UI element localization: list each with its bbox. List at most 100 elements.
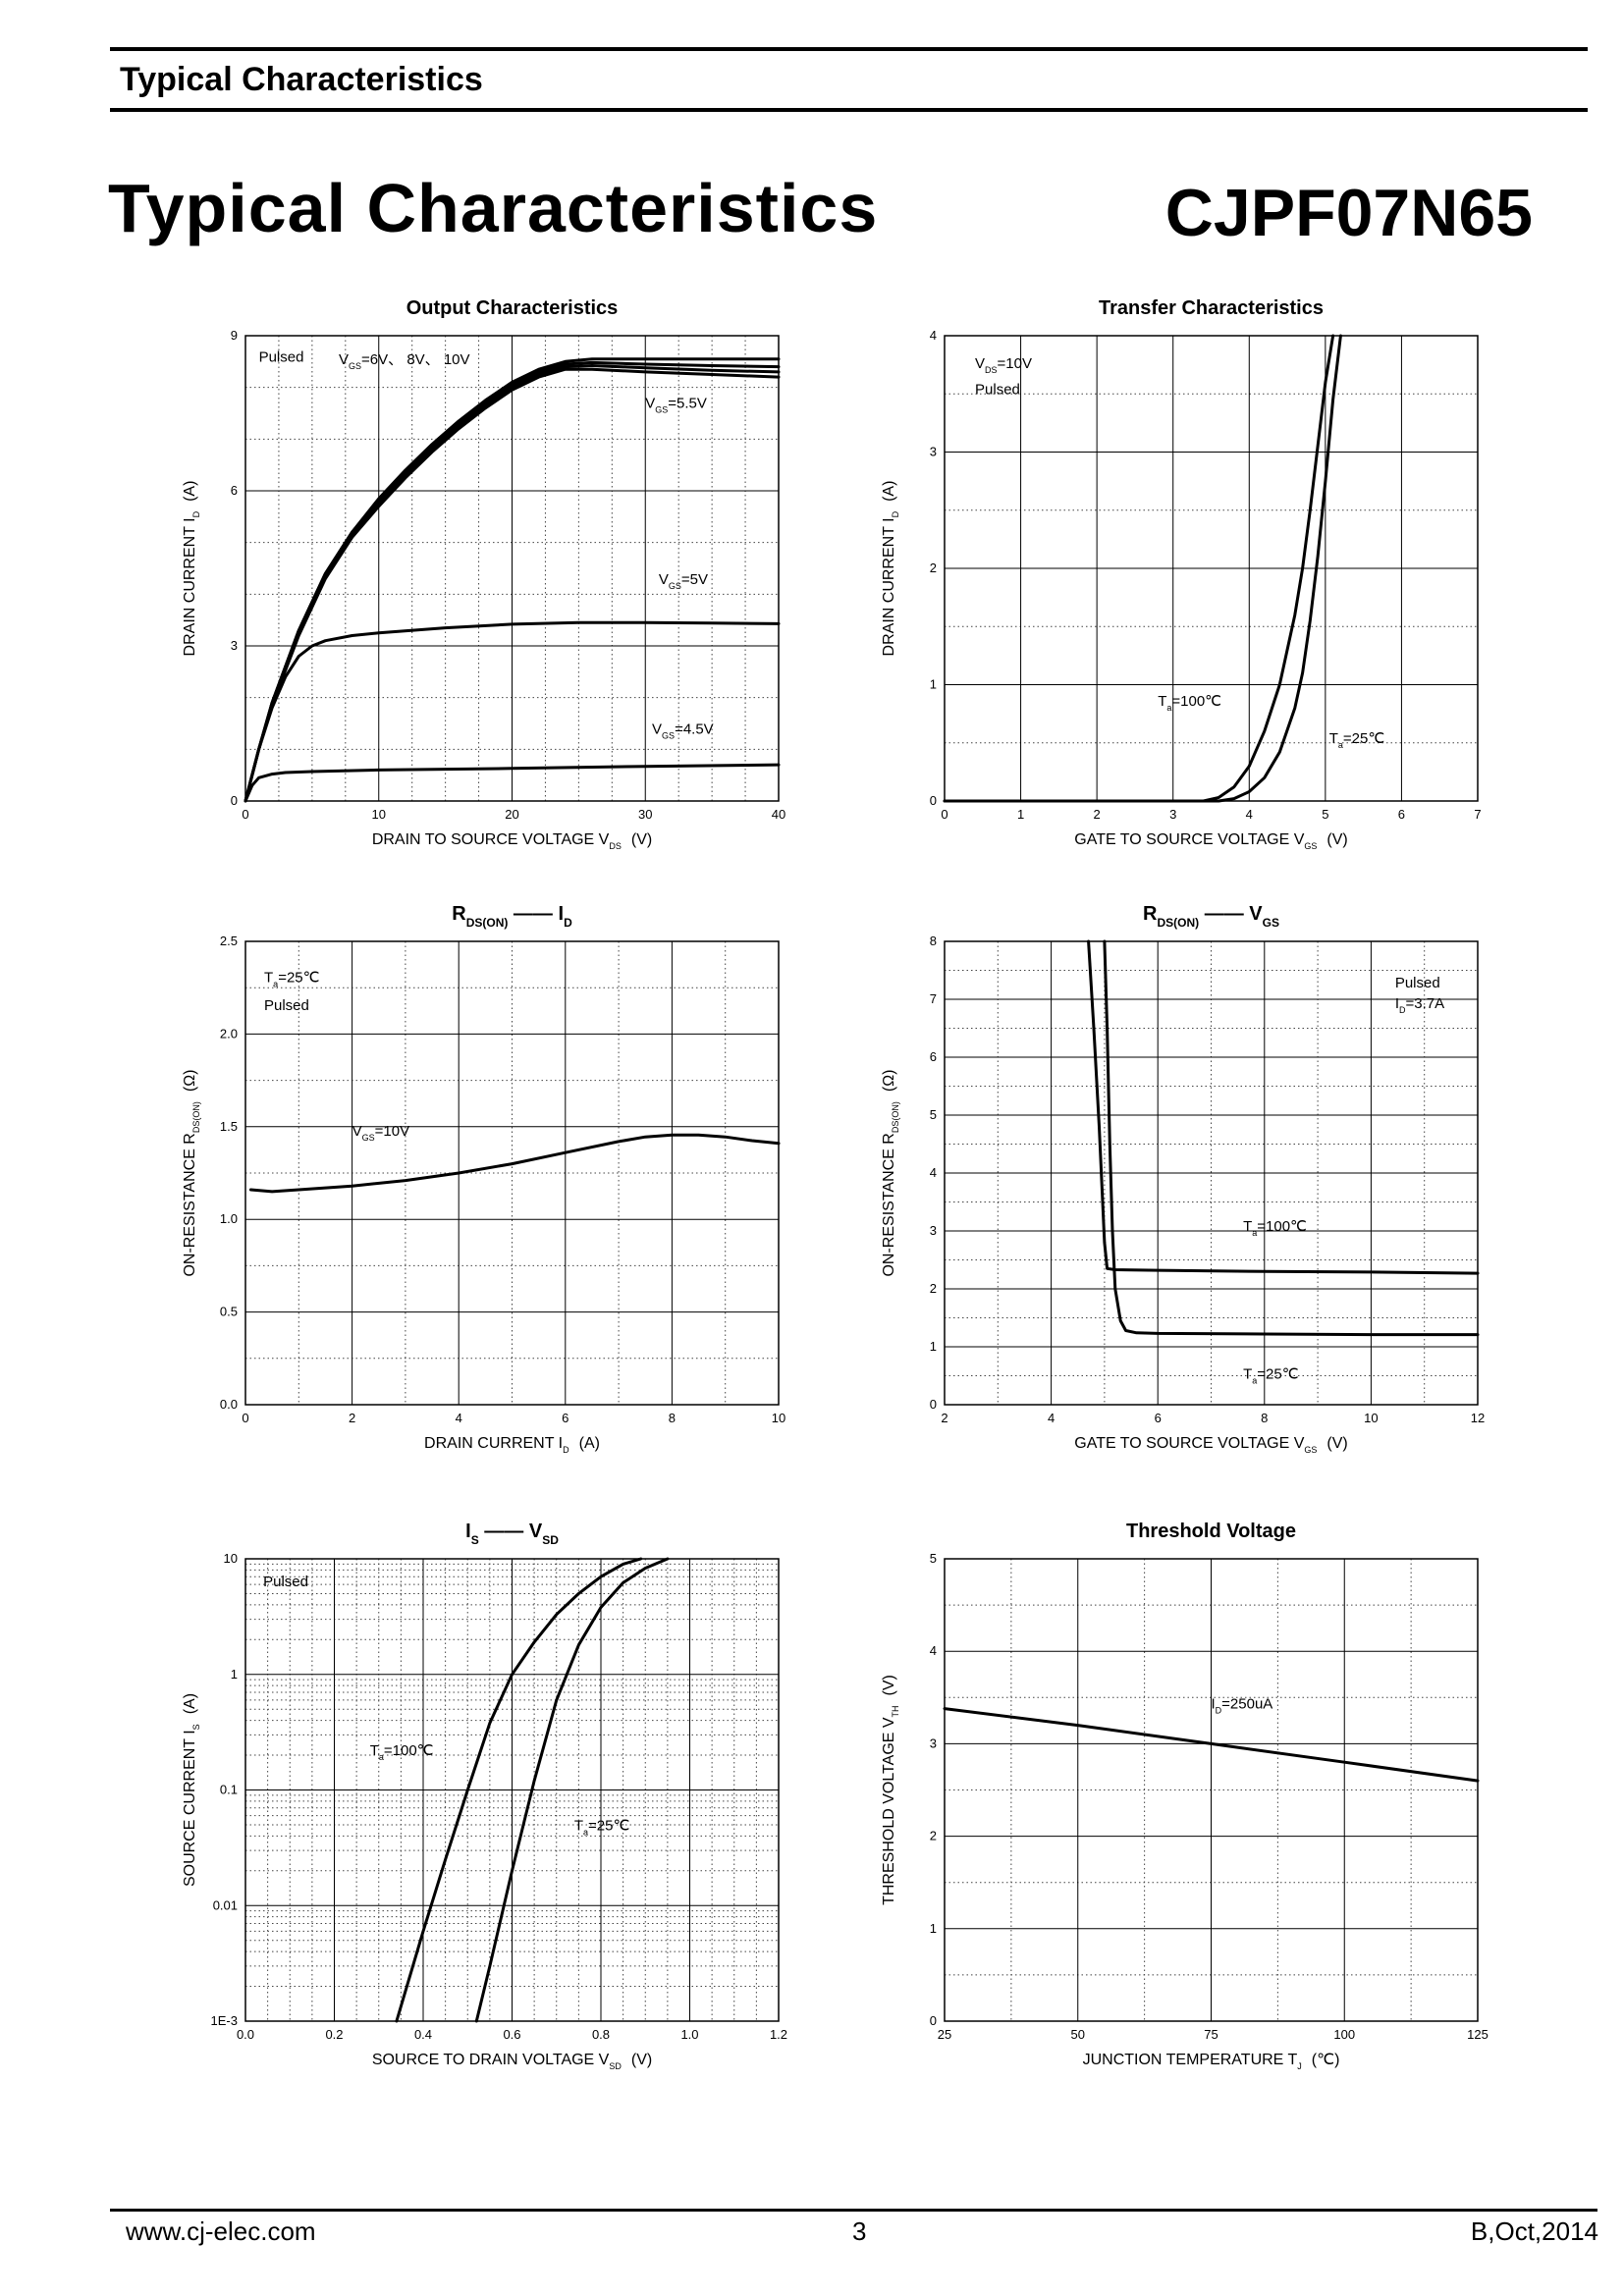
x-tick-label: 2 — [1094, 807, 1101, 822]
x-tick-label: 4 — [1048, 1411, 1055, 1425]
x-tick-label: 10 — [1364, 1411, 1378, 1425]
series-line-1 — [474, 1557, 670, 2023]
annotation-main: V — [975, 355, 985, 372]
annotation: VDS=10V — [975, 355, 1032, 375]
title-main: R — [452, 903, 466, 925]
y-label-sub: DS(ON) — [891, 1101, 900, 1133]
chart-title: IS —— VSD — [465, 1521, 559, 1547]
x-tick-label: 10 — [772, 1411, 785, 1425]
y-tick-label: 4 — [930, 1643, 937, 1658]
x-label-text: JUNCTION TEMPERATURE — [1083, 2052, 1288, 2068]
title-after: V — [529, 1521, 543, 1542]
y-axis-label: DRAIN CURRENT ID (A) — [182, 481, 201, 657]
annotation-main: T — [1158, 693, 1166, 710]
minor-grid — [945, 393, 1478, 744]
y-tick-label: 1 — [231, 1667, 238, 1682]
x-label-sym: T — [1288, 2052, 1298, 2068]
series-line-0 — [1087, 939, 1480, 1275]
x-axis-label: JUNCTION TEMPERATURE TJ (℃) — [1083, 2052, 1340, 2071]
x-tick-label: 125 — [1467, 2027, 1489, 2042]
y-tick-label: 0 — [930, 2013, 937, 2028]
y-tick-label: 3 — [930, 1223, 937, 1238]
x-label-sym: V — [1294, 831, 1305, 848]
y-tick-label: 5 — [930, 1551, 937, 1566]
title-main: I — [465, 1521, 471, 1542]
y-label-sym: R — [182, 1133, 198, 1145]
annotation: Ta=100℃ — [1158, 693, 1221, 713]
x-axis-label: DRAIN CURRENT ID (A) — [424, 1435, 600, 1455]
chart-title: Transfer Characteristics — [1099, 297, 1324, 319]
x-tick-label: 6 — [1155, 1411, 1162, 1425]
y-tick-label: 2.5 — [220, 934, 238, 948]
header-title: Typical Characteristics — [120, 61, 483, 98]
y-tick-label: 10 — [224, 1551, 238, 1566]
y-axis-label: THRESHOLD VOLTAGE VTH (V) — [881, 1675, 900, 1905]
x-label-unit: (A) — [579, 1435, 600, 1452]
annotation: Pulsed — [1395, 975, 1440, 991]
plot-frame — [244, 335, 780, 802]
annotation: Pulsed — [259, 348, 304, 365]
y-label-sub: TH — [891, 1705, 900, 1717]
series-line-1 — [943, 334, 1342, 803]
y-tick-label: 6 — [231, 483, 238, 498]
title-after: V — [1249, 903, 1263, 925]
annotation-sub: a — [583, 1827, 588, 1837]
series-line-5 — [244, 763, 781, 803]
footer-website[interactable]: www.cj-elec.com — [126, 2216, 316, 2246]
x-tick-label: 20 — [505, 807, 518, 822]
annotation-main: T — [1243, 1218, 1252, 1235]
x-axis-label: SOURCE TO DRAIN VOLTAGE VSD (V) — [372, 2052, 652, 2071]
annotation-sub: a — [1166, 703, 1171, 713]
title-after-sub: GS — [1263, 916, 1279, 930]
y-label-unit: (A) — [881, 481, 897, 502]
x-label-sub: D — [563, 1445, 569, 1455]
annotation-main: T — [1243, 1365, 1252, 1382]
footer-revision: B,Oct,2014 — [1470, 2216, 1598, 2246]
y-tick-label: 0.01 — [213, 1897, 238, 1912]
chart-title: RDS(ON) —— ID — [452, 903, 572, 930]
annotation: Ta=100℃ — [370, 1742, 434, 1762]
part-number: CJPF07N65 — [1164, 176, 1533, 250]
series-line-0 — [943, 1707, 1480, 1783]
x-tick-label: 6 — [562, 1411, 568, 1425]
x-tick-label: 5 — [1322, 807, 1328, 822]
x-label-text: GATE TO SOURCE VOLTAGE — [1074, 831, 1293, 848]
x-label-unit: (V) — [631, 2052, 652, 2068]
annotation-sub: a — [273, 980, 278, 989]
annotation-main: V — [352, 1123, 362, 1140]
x-tick-label: 7 — [1474, 807, 1481, 822]
annotation: VGS=6V、 8V、 10V — [339, 351, 470, 371]
x-label-sym: I — [559, 1435, 563, 1452]
annotation: ID=250uA — [1212, 1696, 1273, 1716]
x-tick-label: 0 — [941, 807, 947, 822]
annotation: Pulsed — [263, 1574, 308, 1590]
x-tick-label: 4 — [456, 1411, 462, 1425]
chart-threshold: 25 50 75 100 125 0 1 2 3 4 5 Threshold Voltage JUNCT… — [881, 1521, 1489, 2071]
x-tick-label: 1.2 — [770, 2027, 787, 2042]
x-tick-label: 0.6 — [503, 2027, 520, 2042]
y-tick-label: 2 — [930, 1281, 937, 1296]
x-axis-label: GATE TO SOURCE VOLTAGE VGS (V) — [1074, 831, 1347, 851]
annotation: Ta=25℃ — [1329, 730, 1384, 750]
annotation-after: =250uA — [1221, 1696, 1272, 1713]
annotation-after: =10V — [998, 355, 1032, 372]
footer-page-number: 3 — [852, 2216, 867, 2246]
x-label-unit: (V) — [631, 831, 652, 848]
header-bar: Typical Characteristics — [110, 47, 1588, 112]
annotation-after: =100℃ — [1171, 693, 1221, 710]
chart-title: RDS(ON) —— VGS — [1143, 903, 1279, 930]
x-axis-label: GATE TO SOURCE VOLTAGE VGS (V) — [1074, 1435, 1347, 1455]
annotation-sub: a — [1252, 1375, 1257, 1385]
series-line-0 — [943, 334, 1335, 803]
x-tick-label: 1.0 — [680, 2027, 698, 2042]
y-label-text: SOURCE CURRENT — [182, 1735, 198, 1887]
minor-grid — [245, 941, 779, 1405]
annotation: Pulsed — [264, 997, 309, 1014]
x-tick-label: 1 — [1017, 807, 1024, 822]
annotation-sub: GS — [669, 581, 681, 591]
annotation-sub: GS — [655, 405, 668, 415]
y-tick-label: 8 — [930, 934, 937, 948]
y-label-sub: DS(ON) — [191, 1101, 201, 1133]
y-tick-label: 3 — [231, 638, 238, 653]
annotation-after: =6V、 8V、 10V — [361, 351, 469, 368]
